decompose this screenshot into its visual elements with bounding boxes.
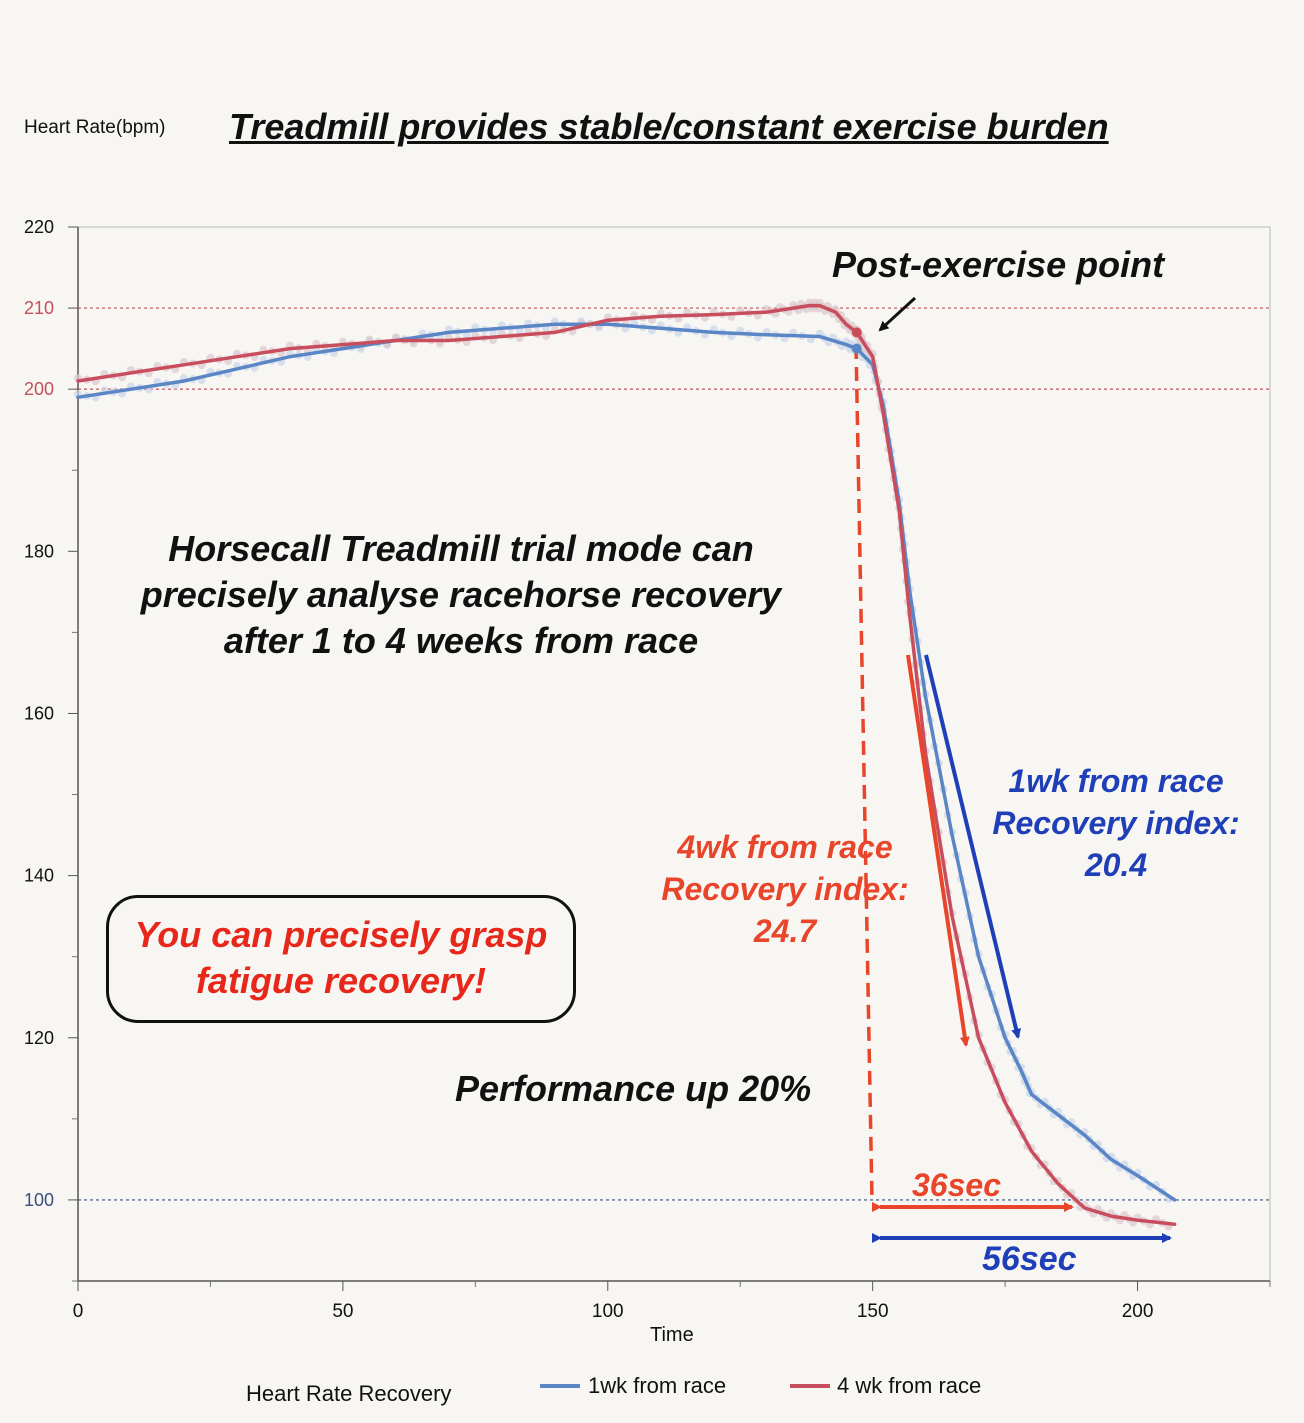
y-tick-label-220: 220 bbox=[24, 217, 54, 237]
x-tick-label-150: 150 bbox=[857, 1301, 889, 1322]
y-tick-label-120: 120 bbox=[24, 1028, 54, 1048]
chart-title: Treadmill provides stable/constant exerc… bbox=[229, 106, 1109, 147]
sec56-label: 56sec bbox=[982, 1240, 1077, 1278]
x-axis-label: Time bbox=[650, 1324, 694, 1346]
x-tick-label-50: 50 bbox=[332, 1301, 353, 1322]
post-exercise-label: Post-exercise point bbox=[832, 244, 1165, 285]
sec36-label: 36sec bbox=[912, 1167, 1001, 1203]
series-line-1wk bbox=[76, 322, 1177, 1202]
legend-swatch-4wk bbox=[790, 1384, 830, 1388]
legend-label-1wk: 1wk from race bbox=[588, 1373, 727, 1398]
x-tick-label-100: 100 bbox=[592, 1301, 624, 1322]
y-axis-label: Heart Rate(bpm) bbox=[24, 117, 166, 138]
post-exercise-marker-1wk bbox=[851, 343, 862, 354]
legend-swatch-1wk bbox=[540, 1384, 580, 1388]
legend-label-4wk: 4 wk from race bbox=[837, 1373, 982, 1398]
x-tick-label-0: 0 bbox=[73, 1301, 84, 1322]
performance-label: Performance up 20% bbox=[455, 1068, 812, 1109]
main-annotation: Horsecall Treadmill trial mode can preci… bbox=[140, 528, 782, 661]
callout-box: You can precisely grasp fatigue recovery… bbox=[106, 895, 576, 1023]
plot-frame bbox=[77, 226, 1271, 1282]
y-tick-label-100: 100 bbox=[24, 1190, 54, 1210]
callout-text: You can precisely grasp fatigue recovery… bbox=[134, 914, 548, 1001]
y-tick-label-160: 160 bbox=[24, 703, 54, 723]
y-tick-label-200: 200 bbox=[24, 379, 54, 399]
post-exercise-arrow bbox=[878, 296, 917, 332]
wk1-slope-arrow bbox=[924, 654, 1021, 1039]
post-exercise-dashed-line bbox=[854, 344, 874, 1201]
series-line-4wk bbox=[76, 303, 1177, 1226]
y-tick-label-140: 140 bbox=[24, 866, 54, 886]
post-exercise-marker-4wk bbox=[851, 327, 862, 338]
wk4-slope-arrow bbox=[906, 654, 970, 1047]
wk4-recovery-index-label: 4wk from race Recovery index: 24.7 bbox=[661, 829, 909, 949]
x-tick-label-200: 200 bbox=[1122, 1301, 1154, 1322]
y-tick-label-180: 180 bbox=[24, 541, 54, 561]
wk1-recovery-index-label: 1wk from race Recovery index: 20.4 bbox=[992, 763, 1240, 883]
legend-title: Heart Rate Recovery bbox=[246, 1381, 452, 1406]
y-tick-label-210: 210 bbox=[24, 298, 54, 318]
